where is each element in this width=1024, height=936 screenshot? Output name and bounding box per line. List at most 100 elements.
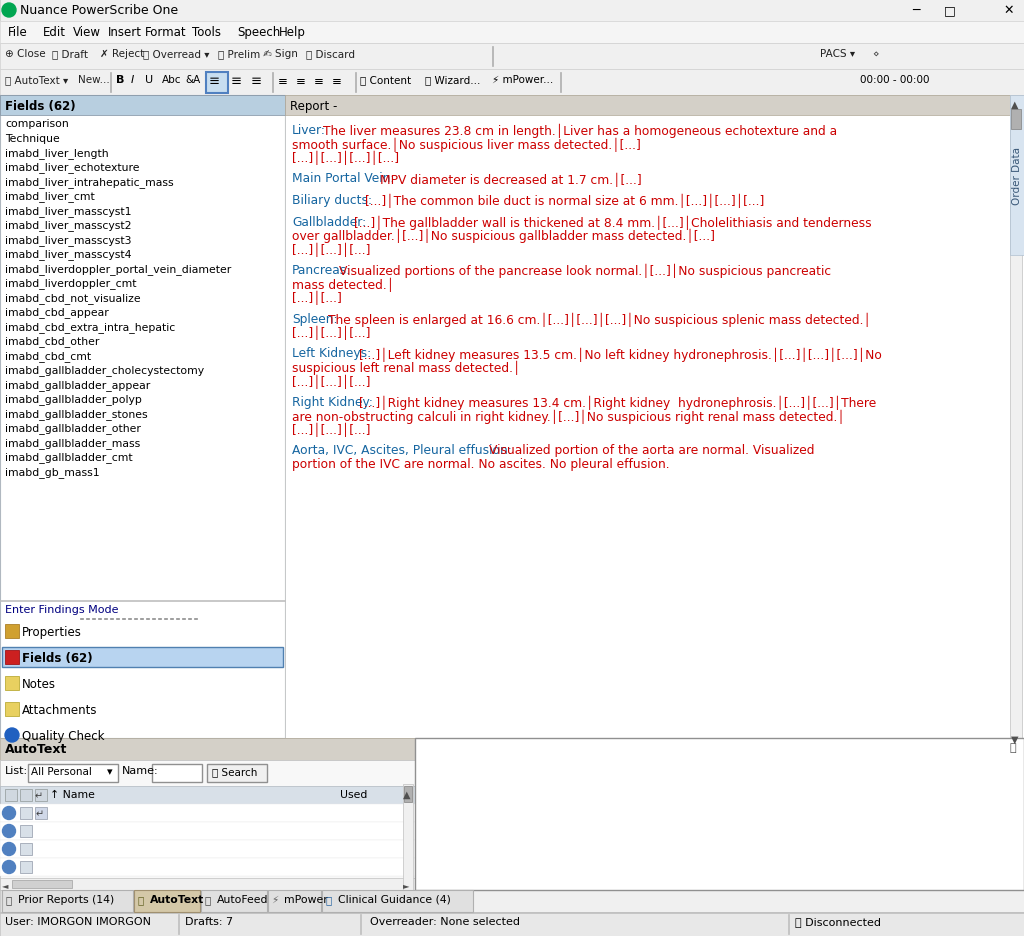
Text: 📋 Prelim: 📋 Prelim <box>218 49 260 59</box>
Text: Edit: Edit <box>43 26 66 39</box>
Circle shape <box>2 842 15 856</box>
Text: 📄 Draft: 📄 Draft <box>52 49 88 59</box>
Text: ▲: ▲ <box>1011 100 1019 110</box>
Bar <box>0 44 1024 70</box>
Bar <box>0 739 1024 760</box>
Text: Properties: Properties <box>22 625 82 638</box>
Text: [...]│[...]│[...]│[...]: [...]│[...]│[...]│[...] <box>292 151 399 165</box>
Text: Liver:: Liver: <box>292 124 326 137</box>
Text: [...]│[...]│[...]: [...]│[...]│[...] <box>292 326 371 340</box>
Bar <box>0 95 1024 739</box>
Bar <box>122 619 125 620</box>
Text: Prior Reports (14): Prior Reports (14) <box>18 894 115 904</box>
Text: Visualized portion of the aorta are normal. Visualized: Visualized portion of the aorta are norm… <box>489 444 815 457</box>
Bar <box>146 619 150 620</box>
Text: ≡: ≡ <box>278 75 288 88</box>
Text: are non-obstructing calculi in right kidney.│[...]│No suspicious right renal mas: are non-obstructing calculi in right kid… <box>292 409 845 423</box>
Text: smooth surface.│No suspicious liver mass detected.│[...]: smooth surface.│No suspicious liver mass… <box>292 138 641 152</box>
Text: ▲: ▲ <box>403 789 411 799</box>
Bar <box>158 619 161 620</box>
Text: Format: Format <box>145 26 186 39</box>
Text: User: IMORGON IMORGON: User: IMORGON IMORGON <box>5 916 151 926</box>
Bar <box>0 912 1024 913</box>
Text: ⚡: ⚡ <box>271 894 279 904</box>
Text: AutoText: AutoText <box>150 894 204 904</box>
Bar <box>170 619 173 620</box>
Text: 🔍 Search: 🔍 Search <box>212 767 257 776</box>
Bar <box>201 890 267 912</box>
Text: Quality Check: Quality Check <box>22 729 104 742</box>
Text: ⋄: ⋄ <box>872 49 879 59</box>
Bar <box>35 807 47 819</box>
Text: □: □ <box>944 4 955 17</box>
Bar <box>134 619 137 620</box>
Text: imabd_gb_mass1: imabd_gb_mass1 <box>5 466 99 477</box>
Bar <box>5 677 19 690</box>
Text: Used: Used <box>340 789 368 799</box>
Text: imabd_liver_masscyst3: imabd_liver_masscyst3 <box>5 235 131 245</box>
Text: ↵: ↵ <box>35 790 43 800</box>
Bar <box>0 600 285 601</box>
Bar <box>12 880 72 888</box>
Text: Main Portal Vein:: Main Portal Vein: <box>292 172 394 185</box>
Text: mPower: mPower <box>284 894 328 904</box>
Text: Drafts: 7: Drafts: 7 <box>185 916 233 926</box>
Text: portion of the IVC are normal. No ascites. No pleural effusion.: portion of the IVC are normal. No ascite… <box>292 458 670 471</box>
Text: [...]│[...]│[...]: [...]│[...]│[...] <box>292 242 371 256</box>
Text: imabd_gallbladder_cholecystectomy: imabd_gallbladder_cholecystectomy <box>5 365 204 376</box>
Text: ↵: ↵ <box>36 808 44 818</box>
Bar <box>0 0 1024 22</box>
Text: New...: New... <box>78 75 110 85</box>
Bar <box>0 822 415 841</box>
Circle shape <box>2 807 15 820</box>
Text: Report -: Report - <box>290 100 337 113</box>
Bar <box>86 619 89 620</box>
Text: [...]│[...]: [...]│[...] <box>292 291 342 305</box>
Bar <box>1010 95 1022 739</box>
Bar <box>0 70 1024 95</box>
Text: [...]│The common bile duct is normal size at 6 mm.│[...]│[...]│[...]: [...]│The common bile duct is normal siz… <box>365 194 764 208</box>
Bar <box>104 619 106 620</box>
Text: 🌐 Wizard...: 🌐 Wizard... <box>425 75 480 85</box>
Bar <box>0 841 415 858</box>
Text: Abc: Abc <box>162 75 181 85</box>
Text: Pancreas:: Pancreas: <box>292 264 351 277</box>
Text: imabd_cbd_appear: imabd_cbd_appear <box>5 307 109 318</box>
Bar <box>5 624 19 638</box>
Text: 🔤 AutoText ▾: 🔤 AutoText ▾ <box>5 75 69 85</box>
Bar <box>5 702 19 716</box>
Text: ✍ Sign: ✍ Sign <box>263 49 298 59</box>
Text: ►: ► <box>403 880 410 889</box>
Bar <box>116 619 119 620</box>
Text: AutoText: AutoText <box>5 742 68 755</box>
Text: View: View <box>73 26 101 39</box>
Text: [...]│Left kidney measures 13.5 cm.│No left kidney hydronephrosis.│[...]│[...]│[: [...]│Left kidney measures 13.5 cm.│No l… <box>359 347 883 361</box>
Text: 📋 Overread ▾: 📋 Overread ▾ <box>143 49 210 59</box>
Text: 📚: 📚 <box>137 894 143 904</box>
Text: Spleen:: Spleen: <box>292 313 338 325</box>
Text: ≡: ≡ <box>231 75 242 88</box>
Bar <box>268 890 321 912</box>
Bar <box>403 784 413 890</box>
Text: imabd_gallbladder_polyp: imabd_gallbladder_polyp <box>5 394 142 405</box>
Bar <box>2 890 133 912</box>
Text: The spleen is enlarged at 16.6 cm.│[...]│[...]│[...]│No suspicious splenic mass : The spleen is enlarged at 16.6 cm.│[...]… <box>329 313 871 327</box>
Text: Technique: Technique <box>5 133 59 143</box>
Text: comparison: comparison <box>5 119 69 129</box>
Bar <box>404 786 412 802</box>
Text: Speech: Speech <box>237 26 281 39</box>
Text: imabd_liverdoppler_cmt: imabd_liverdoppler_cmt <box>5 278 136 289</box>
Text: imabd_liver_length: imabd_liver_length <box>5 148 109 159</box>
Text: Help: Help <box>279 26 306 39</box>
Bar <box>194 619 197 620</box>
Text: Fields (62): Fields (62) <box>5 100 76 113</box>
Text: PACS ▾: PACS ▾ <box>820 49 855 59</box>
Circle shape <box>2 860 15 873</box>
Text: Nuance PowerScribe One: Nuance PowerScribe One <box>20 4 178 17</box>
Text: Tools: Tools <box>193 26 221 39</box>
Text: [...]│[...]│[...]: [...]│[...]│[...] <box>292 422 371 437</box>
Text: imabd_cbd_other: imabd_cbd_other <box>5 336 99 347</box>
Bar <box>152 619 155 620</box>
Bar <box>322 890 472 912</box>
Text: imabd_cbd_cmt: imabd_cbd_cmt <box>5 351 91 361</box>
